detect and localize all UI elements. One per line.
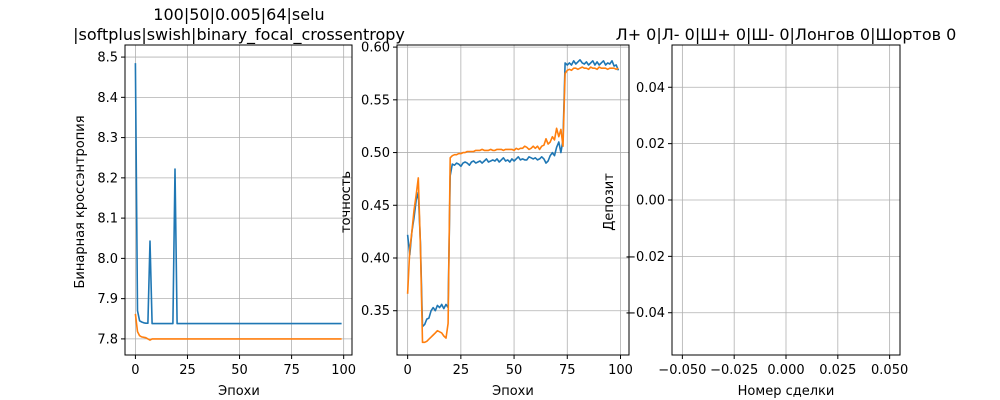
loss-chart-ytick-label: 8.3 bbox=[97, 131, 118, 146]
loss-chart-ytick-label: 8.1 bbox=[97, 212, 118, 227]
loss-chart-xtick-label: 0 bbox=[131, 363, 139, 378]
accuracy-chart-ylabel: точность bbox=[339, 171, 354, 233]
accuracy-chart: 0 25 50 75 100 0.35 0.40 0.45 0.50 0.55 0.60 Эпохи… bbox=[339, 41, 633, 399]
deposit-chart-xtick-label: 0.000 bbox=[767, 363, 804, 378]
deposit-chart-xlabel: Номер сделки bbox=[738, 384, 835, 399]
loss-chart-xtick-label: 100 bbox=[331, 363, 356, 378]
loss-chart-ytick-label: 7.8 bbox=[97, 332, 118, 347]
loss-chart: 100|50|0.005|64|selu |softplus|swish|bin… bbox=[73, 5, 405, 399]
loss-chart-frame bbox=[124, 44, 353, 356]
deposit-chart-ylabel: Депозит bbox=[602, 173, 617, 231]
loss-chart-ytick-label: 8.4 bbox=[97, 91, 118, 106]
deposit-chart: Л+ 0|Л- 0|Ш+ 0|Ш- 0|Лонгов 0|Шортов 0 −0… bbox=[602, 25, 956, 399]
accuracy-chart-xtick-label: 25 bbox=[453, 363, 470, 378]
accuracy-chart-ticks: 0 25 50 75 100 0.35 0.40 0.45 0.50 0.55 0.60 bbox=[361, 41, 633, 378]
loss-chart-xtick-label: 25 bbox=[179, 363, 196, 378]
deposit-chart-ytick-label: −0.04 bbox=[625, 306, 665, 321]
loss-chart-ytick-label: 7.9 bbox=[97, 292, 118, 307]
accuracy-chart-xtick-label: 50 bbox=[506, 363, 523, 378]
accuracy-chart-ytick-label: 0.35 bbox=[361, 304, 390, 319]
accuracy-chart-xtick-label: 0 bbox=[404, 363, 412, 378]
deposit-chart-title: Л+ 0|Л- 0|Ш+ 0|Ш- 0|Лонгов 0|Шортов 0 bbox=[616, 25, 957, 44]
accuracy-chart-xlabel: Эпохи bbox=[492, 384, 534, 399]
loss-chart-title-line1: 100|50|0.005|64|selu bbox=[153, 5, 324, 24]
loss-chart-xtick-label: 75 bbox=[283, 363, 300, 378]
accuracy-chart-ytick-label: 0.55 bbox=[361, 93, 390, 108]
loss-chart-xlabel: Эпохи bbox=[218, 384, 260, 399]
loss-chart-ylabel: Бинарная кроссэнтропия bbox=[73, 115, 88, 288]
deposit-chart-ytick-label: −0.02 bbox=[625, 250, 665, 265]
deposit-chart-ytick-label: 0.00 bbox=[636, 194, 665, 209]
loss-chart-ytick-label: 8.0 bbox=[97, 252, 118, 267]
loss-chart-ytick-label: 8.5 bbox=[97, 51, 118, 66]
loss-chart-ytick-label: 8.2 bbox=[97, 171, 118, 186]
accuracy-chart-series-1-line bbox=[406, 58, 620, 328]
loss-chart-grid bbox=[125, 45, 352, 355]
deposit-chart-ticks: −0.050 −0.025 0.000 0.025 0.050 −0.04 −0.02 0.0… bbox=[625, 81, 908, 378]
loss-chart-lines bbox=[134, 63, 342, 341]
loss-chart-xtick-label: 50 bbox=[231, 363, 248, 378]
deposit-chart-ytick-label: 0.04 bbox=[636, 81, 665, 96]
deposit-chart-grid bbox=[672, 45, 900, 355]
accuracy-chart-ytick-label: 0.40 bbox=[361, 251, 390, 266]
accuracy-chart-frame bbox=[396, 44, 630, 356]
loss-chart-title-line2: |softplus|swish|binary_focal_crossentrop… bbox=[73, 25, 405, 45]
accuracy-chart-series-2-line bbox=[406, 66, 619, 344]
loss-chart-series-1-line bbox=[134, 63, 342, 325]
accuracy-chart-xtick-label: 100 bbox=[608, 363, 633, 378]
deposit-chart-xtick-label: −0.025 bbox=[710, 363, 758, 378]
accuracy-chart-ytick-label: 0.60 bbox=[361, 41, 390, 56]
loss-chart-ticks: 0 25 50 75 100 7.8 7.9 8.0 8.1 8.2 8.3 8.4 8.5 bbox=[97, 51, 356, 378]
accuracy-chart-ytick-label: 0.45 bbox=[361, 199, 390, 214]
deposit-chart-ytick-label: 0.02 bbox=[636, 137, 665, 152]
accuracy-chart-xtick-label: 75 bbox=[559, 363, 576, 378]
deposit-chart-xtick-label: 0.050 bbox=[871, 363, 908, 378]
deposit-chart-xtick-label: 0.025 bbox=[819, 363, 856, 378]
deposit-chart-xtick-label: −0.050 bbox=[658, 363, 706, 378]
accuracy-chart-ytick-label: 0.50 bbox=[361, 146, 390, 161]
loss-chart-series-2-line bbox=[134, 313, 342, 341]
accuracy-chart-lines bbox=[406, 58, 620, 344]
